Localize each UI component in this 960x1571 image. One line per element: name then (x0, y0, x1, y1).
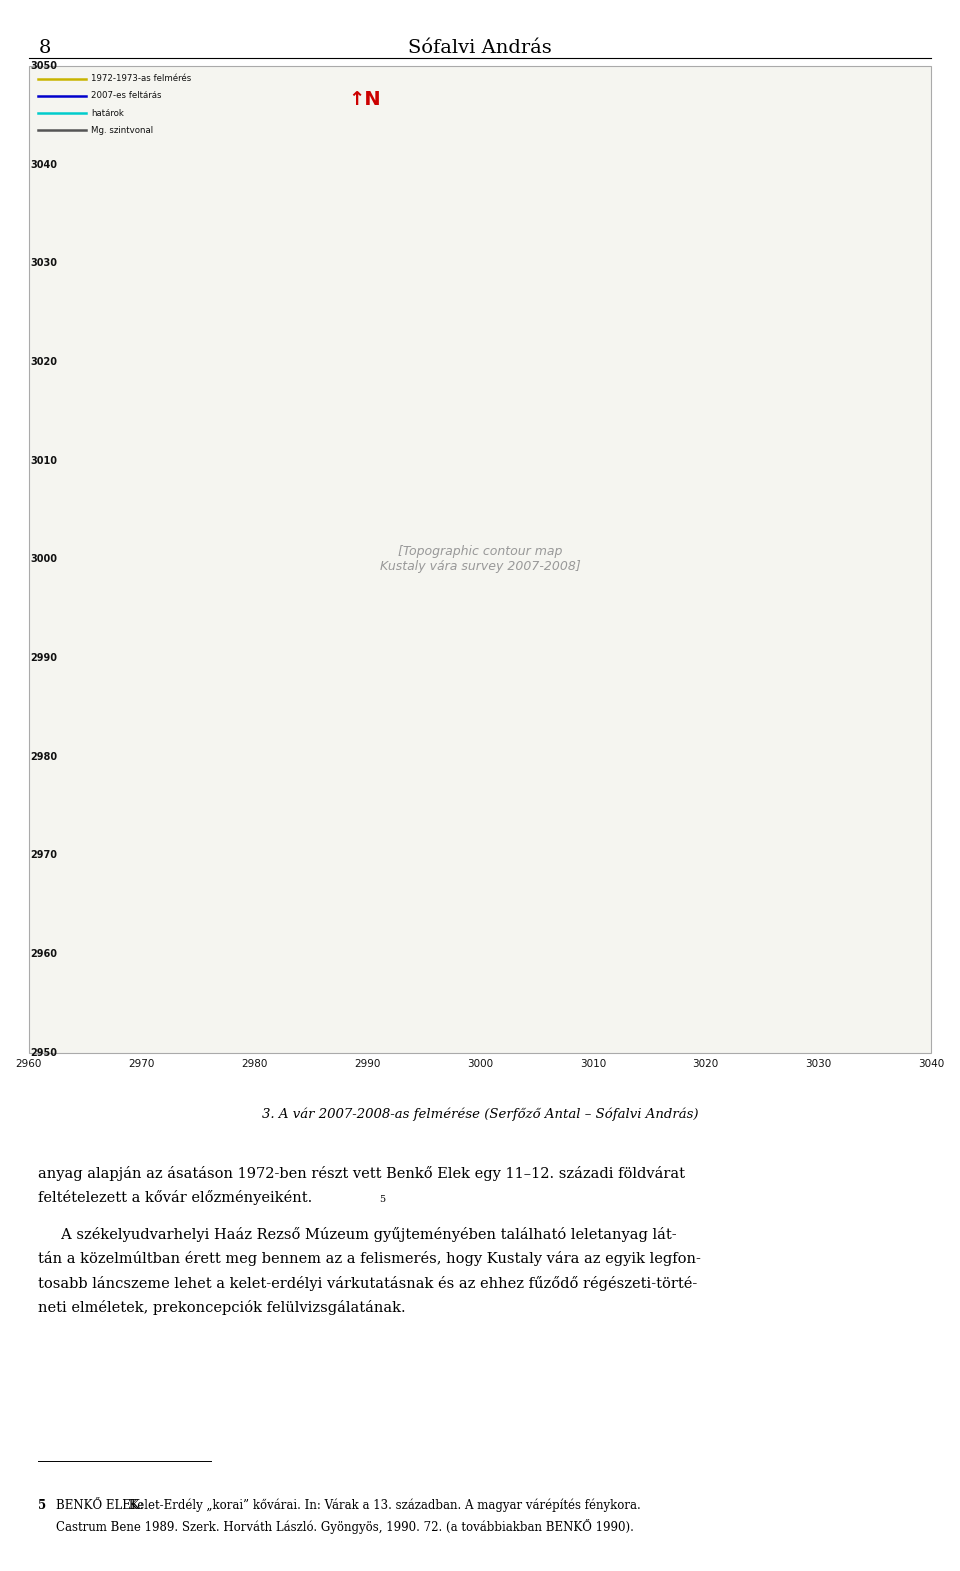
Text: 3020: 3020 (31, 357, 58, 368)
Text: feltételezett a kővár előzményeiként.: feltételezett a kővár előzményeiként. (38, 1191, 313, 1205)
Text: A székelyudvarhelyi Haáz Rezső Múzeum gyűjteményében található leletanyag lát-: A székelyudvarhelyi Haáz Rezső Múzeum gy… (38, 1227, 677, 1243)
Text: Kelet-Erdély „korai” kővárai. In: Várak a 13. században. A magyar várépítés fény: Kelet-Erdély „korai” kővárai. In: Várak … (125, 1499, 640, 1513)
Text: tán a közelmúltban érett meg bennem az a felismerés, hogy Kustaly vára az egyik : tán a közelmúltban érett meg bennem az a… (38, 1251, 701, 1266)
Text: 2950: 2950 (31, 1048, 58, 1057)
Text: 2960: 2960 (15, 1059, 42, 1068)
Text: neti elméletek, prekoncepciók felülvizsgálatának.: neti elméletek, prekoncepciók felülvizsg… (38, 1301, 406, 1315)
Text: [Topographic contour map
Kustaly vára survey 2007-2008]: [Topographic contour map Kustaly vára su… (379, 545, 581, 573)
Text: 3030: 3030 (805, 1059, 831, 1068)
Text: 3. A vár 2007-2008-as felmérése (Serfőző Antal – Sófalvi András): 3. A vár 2007-2008-as felmérése (Serfőző… (262, 1108, 698, 1122)
Text: ↑N: ↑N (348, 90, 381, 108)
Text: 1972-1973-as felmérés: 1972-1973-as felmérés (91, 74, 191, 83)
Text: 2960: 2960 (31, 949, 58, 958)
Text: 3010: 3010 (31, 456, 58, 465)
Text: 5: 5 (38, 1499, 46, 1511)
Text: határok: határok (91, 108, 124, 118)
Text: 3000: 3000 (31, 555, 58, 564)
Text: Mg. szintvonal: Mg. szintvonal (91, 126, 154, 135)
Text: 3010: 3010 (580, 1059, 606, 1068)
Text: Sófalvi András: Sófalvi András (408, 39, 552, 57)
Text: Castrum Bene 1989. Szerk. Horváth László. Gyöngyös, 1990. 72. (a továbbiakban BE: Castrum Bene 1989. Szerk. Horváth László… (56, 1519, 634, 1535)
Text: 2970: 2970 (31, 850, 58, 861)
Text: 3030: 3030 (31, 258, 58, 269)
Text: 2990: 2990 (31, 654, 58, 663)
Text: 5: 5 (379, 1194, 385, 1203)
Text: 2980: 2980 (241, 1059, 268, 1068)
Text: 2007-es feltárás: 2007-es feltárás (91, 91, 161, 101)
Text: 3050: 3050 (31, 61, 58, 71)
Text: anyag alapján az ásatáson 1972-ben részt vett Benkő Elek egy 11–12. századi föld: anyag alapján az ásatáson 1972-ben részt… (38, 1166, 685, 1181)
Text: BENKŐ ELEK:: BENKŐ ELEK: (56, 1499, 143, 1511)
Text: 3000: 3000 (467, 1059, 493, 1068)
Text: 3040: 3040 (918, 1059, 945, 1068)
Bar (29, 66, 931, 1053)
Text: 2990: 2990 (354, 1059, 380, 1068)
Text: 2970: 2970 (129, 1059, 155, 1068)
Text: 3040: 3040 (31, 160, 58, 170)
Text: 8: 8 (38, 39, 51, 57)
Text: tosabb láncszeme lehet a kelet-erdélyi várkutatásnak és az ehhez fűződő régészet: tosabb láncszeme lehet a kelet-erdélyi v… (38, 1276, 698, 1291)
Text: 2980: 2980 (31, 751, 58, 762)
Text: 3020: 3020 (692, 1059, 719, 1068)
